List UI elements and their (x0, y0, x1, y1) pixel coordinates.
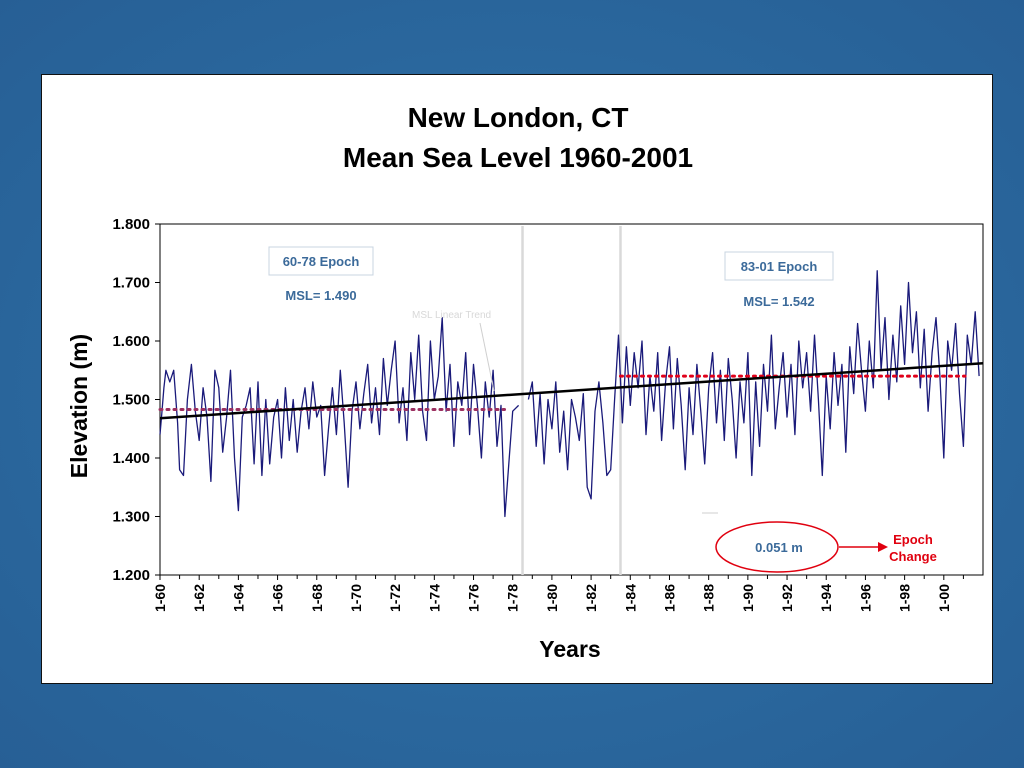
y-tick-label: 1.300 (112, 509, 150, 526)
epoch-change-label: Epoch (893, 532, 933, 547)
x-tick-label: 1-62 (191, 584, 207, 612)
x-tick-label: 1-78 (505, 584, 521, 612)
epoch-label-box (724, 251, 834, 281)
x-tick-label: 1-74 (426, 584, 442, 612)
y-tick-label: 1.500 (112, 392, 150, 409)
monthly-msl-series (159, 316, 520, 518)
epoch-label: 83-01 Epoch (741, 259, 818, 274)
y-tick-label: 1.700 (112, 275, 150, 292)
epoch-label-box (268, 246, 374, 276)
plot-area: 1.200 1.300 1.400 1.500 1.600 1.700 1.800 1-60 1… (112, 216, 984, 612)
monthly-msl-series (527, 270, 980, 500)
chart-panel: New London, CT Mean Sea Level 1960-2001 … (41, 74, 993, 684)
x-tick-label: 1-66 (270, 584, 286, 612)
x-tick-label: 1-72 (387, 584, 403, 612)
x-tick-label: 1-70 (348, 584, 364, 612)
chart-title-line2: Mean Sea Level 1960-2001 (343, 142, 693, 173)
y-tick-label: 1.600 (112, 333, 150, 350)
epoch-label: 60-78 Epoch (283, 254, 360, 269)
epoch-difference: 0.051 m (755, 540, 803, 555)
chart-title-line1: New London, CT (408, 102, 629, 133)
x-tick-label: 1-98 (897, 584, 913, 612)
sea-level-chart: New London, CT Mean Sea Level 1960-2001 … (66, 102, 984, 662)
x-tick-label: 1-68 (309, 584, 325, 612)
trend-label: MSL Linear Trend (412, 310, 491, 321)
epoch-msl-value: MSL= 1.542 (743, 294, 814, 309)
y-axis-label: Elevation (m) (66, 334, 92, 478)
annotations-layer: MSL Linear Trend 60-78 Epoch MSL= 1.490 83-… (268, 246, 937, 573)
msl-linear-trend (159, 361, 984, 420)
difference-ellipse (715, 521, 839, 573)
epoch-msl-value: MSL= 1.490 (285, 288, 356, 303)
x-tick-label: 1-64 (230, 584, 246, 612)
x-tick-label: 1-82 (583, 584, 599, 612)
x-tick-label: 1-84 (622, 584, 638, 612)
x-tick-label: 1-80 (544, 584, 560, 612)
x-tick-label: 1-92 (779, 584, 795, 612)
x-tick-label: 1-88 (701, 584, 717, 612)
y-tick-label: 1.200 (112, 567, 150, 584)
y-tick-label: 1.400 (112, 450, 150, 467)
x-tick-label: 1-00 (936, 584, 952, 612)
x-axis-label: Years (539, 636, 600, 662)
trend-pointer (479, 322, 495, 392)
x-tick-label: 1-90 (740, 584, 756, 612)
x-tick-label: 1-96 (857, 584, 873, 612)
epoch-change-label: Change (889, 549, 937, 564)
series-layer (158, 270, 984, 518)
x-tick-label: 1-94 (818, 584, 834, 612)
x-tick-label: 1-76 (466, 584, 482, 612)
y-tick-label: 1.800 (112, 216, 150, 233)
change-arrowhead (878, 542, 888, 552)
x-tick-label: 1-60 (152, 584, 168, 612)
x-tick-label: 1-86 (661, 584, 677, 612)
